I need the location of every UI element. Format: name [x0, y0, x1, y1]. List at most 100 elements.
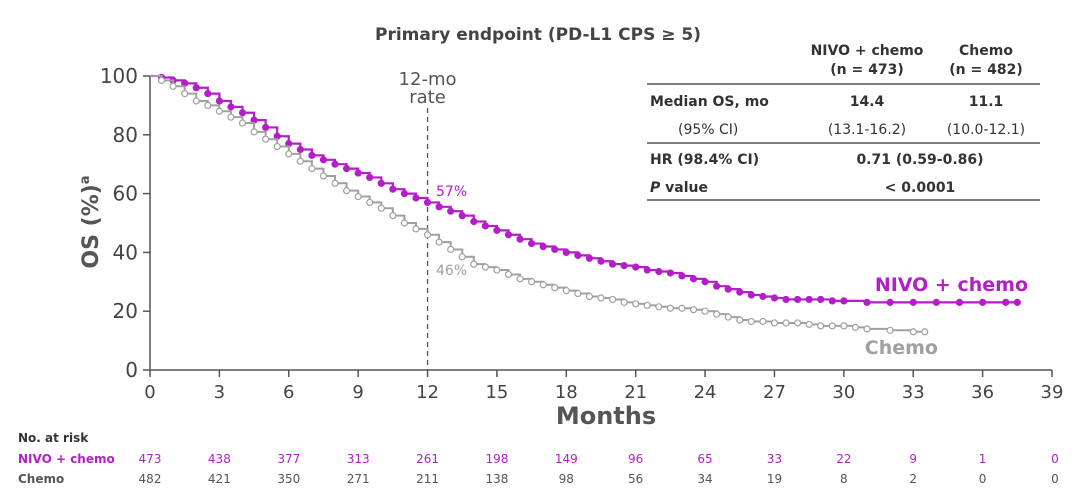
y-axis-title: OS (%)	[79, 184, 104, 268]
risk-value: 8	[840, 472, 848, 486]
chemo-censor-point	[389, 212, 397, 220]
chemo-censor-point	[620, 298, 628, 306]
nivo-censor-point	[701, 278, 709, 286]
y-tick-label: 20	[113, 299, 138, 323]
nivo-censor-point	[389, 185, 397, 193]
x-tick-label: 24	[694, 382, 717, 403]
x-tick-label: 21	[624, 382, 647, 403]
nivo-censor-point	[296, 145, 304, 154]
chemo-censor-point	[655, 303, 663, 311]
chemo-censor-point	[447, 245, 455, 254]
risk-value: 350	[277, 472, 300, 486]
nivo-censor-point	[539, 242, 547, 251]
x-tick-label: 33	[902, 382, 925, 403]
chemo-censor-point	[713, 310, 721, 318]
risk-value: 473	[139, 452, 162, 466]
chemo-censor-point	[192, 97, 200, 105]
chart-title: Primary endpoint (PD-L1 CPS ≥ 5)	[375, 25, 701, 45]
chemo-censor-point	[770, 319, 779, 327]
chemo-censor-point	[643, 301, 651, 309]
nivo-censor-point	[736, 288, 744, 296]
nivo-censor-point	[215, 97, 223, 105]
nivo-censor-point	[886, 298, 894, 306]
risk-value: 65	[697, 452, 712, 466]
nivo-censor-point	[562, 248, 570, 256]
survival-curves	[150, 73, 1021, 336]
x-tick-label: 36	[971, 382, 994, 403]
chemo-censor-point	[157, 76, 166, 85]
nivo-censor-point	[805, 295, 813, 304]
chemo-censor-point	[551, 284, 559, 292]
nivo-censor-point	[597, 257, 605, 265]
chemo-censor-point	[227, 113, 235, 121]
twelve-month-annotation: 12-mo rate	[399, 69, 457, 108]
chemo-censor-point	[886, 326, 894, 334]
nivo-censor-point	[632, 263, 640, 271]
chemo-censor-point	[458, 253, 466, 261]
chemo-censor-point	[169, 82, 177, 90]
nivo-censor-point	[504, 231, 513, 239]
annotation-line: rate	[409, 87, 446, 108]
x-tick-label: 12	[416, 382, 439, 403]
axes	[149, 76, 1052, 371]
nivo-censor-point	[817, 295, 825, 304]
nivo-12mo-rate-label: 57%	[436, 184, 467, 200]
chemo-censor-point	[435, 238, 443, 246]
chemo-censor-point	[840, 322, 848, 330]
nivo-censor-point	[979, 298, 987, 306]
chemo-censor-point	[909, 328, 917, 336]
x-tick-label: 3	[214, 382, 225, 403]
y-tick-label: 0	[125, 358, 138, 382]
chemo-12mo-rate-label: 46%	[436, 263, 467, 279]
nivo-censor-point	[516, 235, 524, 243]
nivo-censor-point	[574, 251, 582, 259]
nivo-censor-point	[192, 84, 200, 92]
risk-table-title: No. at risk	[18, 431, 89, 445]
chemo-censor-point	[331, 179, 339, 187]
y-tick-label: 60	[113, 182, 138, 206]
risk-value: 211	[416, 472, 439, 486]
risk-value: 56	[628, 472, 643, 486]
y-tick-label: 40	[113, 240, 138, 264]
chemo-censor-point	[262, 135, 270, 143]
risk-value: 98	[559, 472, 574, 486]
risk-value: 271	[347, 472, 370, 486]
risk-value: 22	[836, 452, 851, 466]
nivo-censor-point	[655, 267, 663, 276]
risk-row-label-chemo: Chemo	[18, 472, 64, 486]
chemo-censor-point	[597, 294, 605, 302]
summary-table: NIVO + chemo (n = 473) Chemo (n = 482) Med…	[647, 43, 1040, 201]
risk-value: 9	[909, 452, 917, 466]
nivo-censor-point	[342, 165, 351, 173]
risk-table: No. at risk NIVO + chemo Chemo 473 438 377…	[18, 431, 1059, 486]
median-os-label: Median OS, mo	[650, 94, 769, 110]
nivo-censor-point	[689, 275, 698, 283]
x-ticks: 0 3 6 9 12 15 18 21 24 27 30 33 36 39	[144, 370, 1063, 403]
nivo-censor-point	[528, 239, 536, 248]
chemo-censor-point	[354, 192, 362, 201]
nivo-censor-point	[470, 217, 478, 226]
p-italic: P	[650, 180, 661, 196]
chemo-censor-point	[562, 287, 570, 295]
risk-value: 0	[1051, 472, 1059, 486]
nivo-censor-point	[747, 291, 755, 299]
chemo-censor-point	[493, 266, 501, 274]
x-tick-label: 9	[352, 382, 363, 403]
risk-value: 377	[277, 452, 300, 466]
chemo-censor-point	[782, 319, 790, 327]
nivo-censor-point	[770, 294, 779, 302]
ci-chemo: (10.0-12.1)	[947, 122, 1025, 138]
x-tick-label: 30	[832, 382, 855, 403]
nivo-censor-point	[643, 266, 651, 274]
chemo-censor-point	[724, 313, 732, 321]
risk-value: 261	[416, 452, 439, 466]
chemo-censor-point	[793, 319, 802, 327]
chemo-censor-point	[285, 150, 293, 158]
chemo-censor-point	[400, 219, 409, 227]
chemo-censor-point	[504, 270, 513, 279]
nivo-censor-point	[447, 207, 455, 215]
y-ticks: 0 20 40 60 80 100	[100, 64, 150, 382]
chemo-censor-point	[204, 101, 212, 110]
hr-label: HR (98.4% CI)	[650, 152, 759, 168]
